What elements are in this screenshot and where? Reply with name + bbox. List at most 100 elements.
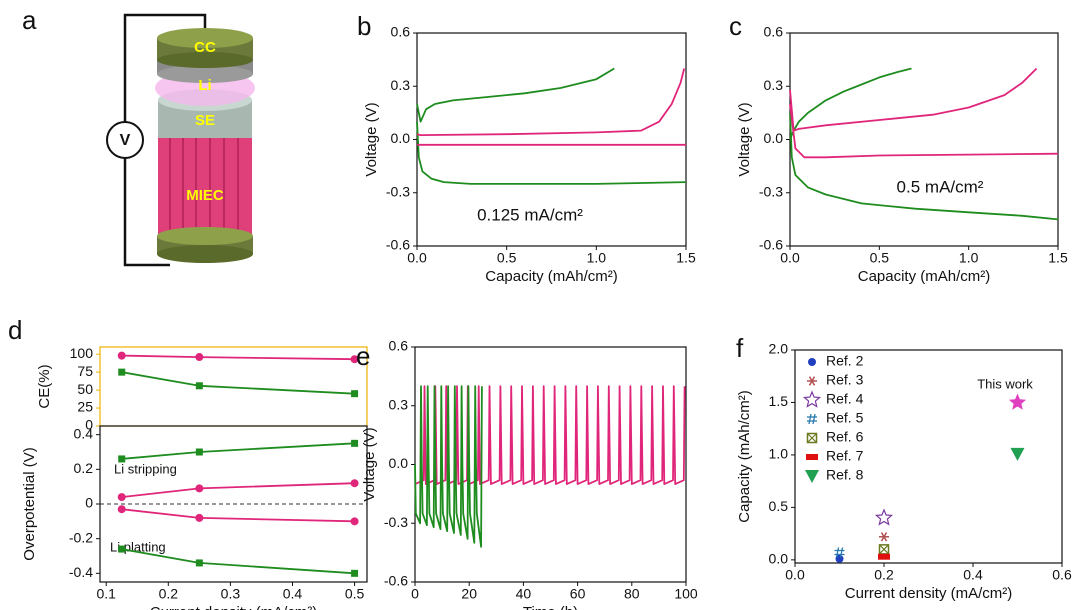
panel-label: a [22,5,37,35]
y-tick-label: 0 [85,495,93,511]
legend-label: Ref. 3 [826,372,864,388]
line [789,103,1059,159]
x-tick-label: 0.0 [407,250,427,266]
y-tick-label: 0.3 [391,77,411,93]
line [121,371,355,395]
y-tick-label: 75 [77,363,93,379]
line [789,112,1059,221]
plot-frame [789,32,1059,247]
marker [350,479,359,488]
x-tick-label: 0.4 [283,586,303,602]
y-axis-label: Voltage (V) [363,102,380,176]
marker-shape [118,455,126,463]
wire [123,13,207,267]
x-tick-label: 0.0 [780,250,800,266]
marker-shape [351,439,359,447]
legend-label: Ref. 4 [826,391,864,407]
y-axis-label: Capacity (mAh/cm²) [736,390,753,523]
annotation: Li stripping [114,461,177,476]
marker [806,432,818,444]
y-tick-label: 0.6 [389,338,409,354]
marker [351,439,359,447]
x-tick-label: 0 [411,586,419,602]
y-tick-label: 0 [85,417,93,433]
y-axis-label: Voltage (V) [736,102,753,176]
marker-shape [195,484,204,493]
marker-shape [802,390,822,408]
marker-shape [807,433,817,443]
y-tick-label: 0.6 [764,24,784,40]
marker [835,554,844,563]
cc-bottom-base [157,245,253,263]
marker [834,547,845,558]
x-tick-label: 1.0 [587,250,607,266]
layer-label: MIEC [186,187,224,204]
y-tick-label: 0.5 [769,498,789,514]
voltmeter [106,121,144,159]
y-tick-label: 25 [77,399,93,415]
marker [117,505,126,514]
y-tick-label: 1.0 [769,446,789,462]
line [121,508,355,523]
plot-frame [794,349,1063,564]
y-tick-label: -0.3 [759,183,783,199]
y-tick-label: -0.6 [759,237,783,253]
line [416,68,686,136]
y-tick-label: 50 [77,381,93,397]
line [121,354,355,361]
y-tick-label: -0.4 [69,564,93,580]
line [121,442,355,460]
x-axis-label: Capacity (mAh/cm²) [858,268,991,285]
annotation: 0.5 mA/cm² [897,177,984,196]
y-tick-label: -0.6 [386,237,410,253]
marker [350,517,359,526]
marker [350,355,359,364]
line [416,67,615,123]
x-tick-label: 0.3 [221,586,241,602]
marker-shape [117,505,126,514]
marker-shape [350,479,359,488]
x-tick-label: 0.2 [874,567,894,583]
marker-shape [195,382,203,390]
x-tick-label: 0.0 [785,567,805,583]
marker [117,493,126,502]
annotation: 0.125 mA/cm² [477,205,583,224]
marker-shape [350,355,359,364]
marker [878,553,890,560]
cc-bottom-top [157,227,253,245]
x-tick-label: 0.1 [96,586,116,602]
marker-shape [874,508,894,526]
marker-shape [351,390,359,398]
x-tick-label: 0.5 [870,250,890,266]
marker [195,559,203,567]
marker [195,448,203,456]
legend-label: Ref. 6 [826,429,864,445]
panel-label: b [357,11,371,41]
marker-shape [1010,447,1025,461]
cc-bottom [157,52,253,68]
marker-shape [117,351,126,360]
layer-label: Li [198,77,211,94]
x-tick-label: 0.5 [497,250,517,266]
marker-shape [117,493,126,502]
marker [195,513,204,522]
line [789,67,1038,132]
y-tick-label: -0.3 [386,183,410,199]
marker [195,484,204,493]
marker [118,455,126,463]
y-axis-label: Overpotential (V) [21,447,38,560]
marker-shape [835,554,844,563]
marker-shape [118,368,126,376]
marker [195,353,204,362]
marker-shape [350,517,359,526]
layer-label: SE [195,112,215,129]
y-axis-label: CE(%) [36,364,53,408]
marker-shape [806,454,818,460]
x-axis-label: Current density (mA/cm²) [150,604,318,610]
miec-body [158,135,252,235]
marker [807,413,817,425]
marker-shape [805,470,819,483]
y-tick-label: -0.6 [384,573,408,589]
legend-label: Ref. 5 [826,410,864,426]
